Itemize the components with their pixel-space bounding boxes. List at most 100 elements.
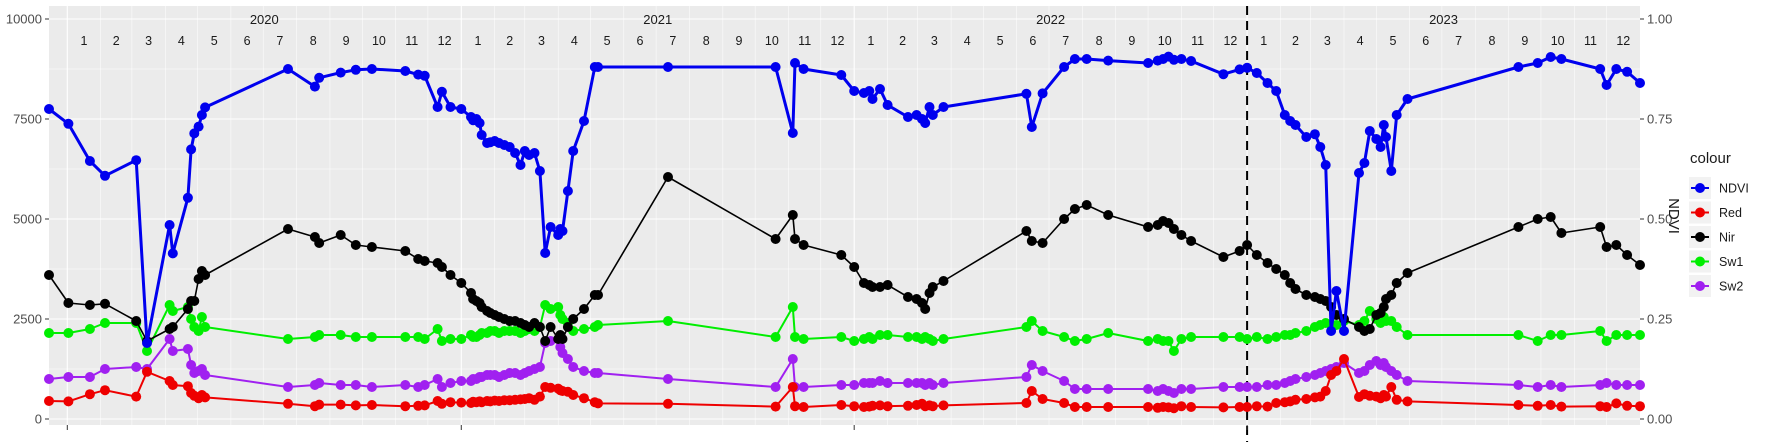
data-point-sw2: [1242, 382, 1253, 392]
month-label: 8: [1096, 34, 1103, 48]
data-point-ndvi: [875, 84, 885, 94]
data-point-ndvi: [545, 222, 556, 232]
legend: colour NDVI Red Nir Sw1 Sw2: [1689, 150, 1749, 297]
data-point-red: [335, 399, 346, 410]
data-point-nir: [1378, 302, 1389, 312]
data-point-ndvi: [419, 70, 430, 81]
data-point-ndvi: [1315, 142, 1326, 152]
data-point-ndvi: [1143, 58, 1154, 68]
month-label: 11: [1584, 34, 1597, 48]
legend-title: colour: [1690, 150, 1731, 167]
month-label: 12: [831, 34, 845, 48]
data-point-nir: [1081, 200, 1092, 210]
data-point-sw2: [1635, 380, 1645, 390]
data-point-sw1: [1402, 330, 1413, 340]
data-point-nir: [540, 336, 551, 346]
series-sw1: [44, 300, 1645, 356]
data-point-red: [400, 401, 411, 412]
data-point-ndvi: [1513, 62, 1524, 72]
data-point-red: [1381, 391, 1391, 402]
month-label: 9: [736, 34, 743, 48]
data-point-nir: [798, 240, 809, 250]
month-label: 2: [899, 34, 906, 48]
data-point-red: [1611, 398, 1622, 409]
data-point-red: [1301, 394, 1312, 404]
data-point-ndvi: [474, 118, 485, 128]
data-point-sw1: [867, 334, 878, 344]
year-label: 2021: [643, 12, 672, 27]
data-point-nir: [1611, 240, 1622, 250]
data-point-sw2: [84, 372, 95, 382]
month-label: 10: [765, 34, 779, 48]
data-point-ndvi: [314, 72, 325, 83]
data-point-red: [593, 398, 603, 409]
data-point-ndvi: [1354, 168, 1364, 178]
data-point-sw2: [787, 354, 798, 364]
data-point-sw2: [849, 380, 860, 390]
data-point-red: [1021, 398, 1032, 408]
data-point-red: [938, 400, 949, 411]
data-point-nir: [1143, 222, 1154, 232]
y-tick-label: 7500: [13, 112, 42, 127]
data-point-red: [456, 397, 467, 408]
month-label: 8: [310, 34, 317, 48]
data-point-nir: [1635, 260, 1645, 270]
data-point-sw2: [1234, 382, 1245, 392]
data-point-nir: [1218, 252, 1229, 262]
data-point-red: [545, 382, 556, 393]
data-point-red: [1026, 386, 1037, 396]
data-point-sw1: [770, 332, 781, 342]
data-point-ndvi: [432, 102, 443, 112]
data-point-sw1: [1251, 332, 1262, 342]
data-point-sw1: [1595, 326, 1606, 336]
grid: [49, 6, 1640, 425]
data-point-nir: [1251, 250, 1262, 260]
month-label: 7: [1455, 34, 1462, 48]
data-point-sw2: [593, 368, 603, 378]
data-point-sw2: [350, 380, 361, 390]
data-point-nir: [836, 250, 847, 260]
data-point-sw2: [400, 380, 411, 390]
data-point-sw2: [1168, 388, 1179, 398]
data-point-red: [445, 397, 456, 408]
data-point-red: [1635, 401, 1645, 412]
data-point-ndvi: [534, 166, 545, 176]
data-point-nir: [1059, 214, 1070, 224]
data-point-ndvi: [44, 104, 54, 114]
data-point-ndvi: [836, 70, 847, 80]
data-point-ndvi: [1309, 129, 1320, 140]
data-point-sw2: [1290, 374, 1301, 384]
data-point-sw2: [1059, 376, 1070, 386]
data-point-ndvi: [510, 148, 521, 158]
data-point-nir: [1301, 290, 1312, 300]
month-label: 3: [1324, 34, 1331, 48]
data-point-nir: [938, 276, 949, 286]
data-point-red: [1251, 401, 1262, 412]
data-point-nir: [568, 314, 579, 324]
data-point-sw1: [1081, 334, 1092, 344]
data-point-sw2: [167, 346, 178, 356]
data-point-sw2: [1143, 384, 1154, 394]
data-point-red: [534, 391, 545, 402]
legend-item-nir: Nir: [1689, 226, 1735, 248]
data-point-ndvi: [663, 62, 673, 72]
data-point-ndvi: [557, 226, 568, 236]
data-point-sw1: [1059, 332, 1070, 342]
data-point-sw1: [419, 334, 430, 344]
series-nir: [44, 172, 1645, 346]
data-point-nir: [1556, 228, 1567, 238]
data-point-sw1: [545, 304, 556, 314]
data-point-nir: [314, 238, 325, 248]
data-point-sw2: [1545, 380, 1556, 390]
data-point-sw2: [1069, 384, 1080, 394]
data-point-red: [84, 389, 95, 400]
data-point-sw1: [142, 346, 152, 356]
data-point-sw1: [456, 334, 467, 344]
data-point-nir: [1364, 324, 1375, 334]
year-label: 2020: [250, 12, 279, 27]
data-point-ndvi: [529, 148, 540, 158]
data-point-sw2: [1611, 380, 1622, 390]
data-point-ndvi: [63, 118, 74, 129]
month-label: 5: [1389, 34, 1396, 48]
data-point-red: [1069, 402, 1080, 412]
